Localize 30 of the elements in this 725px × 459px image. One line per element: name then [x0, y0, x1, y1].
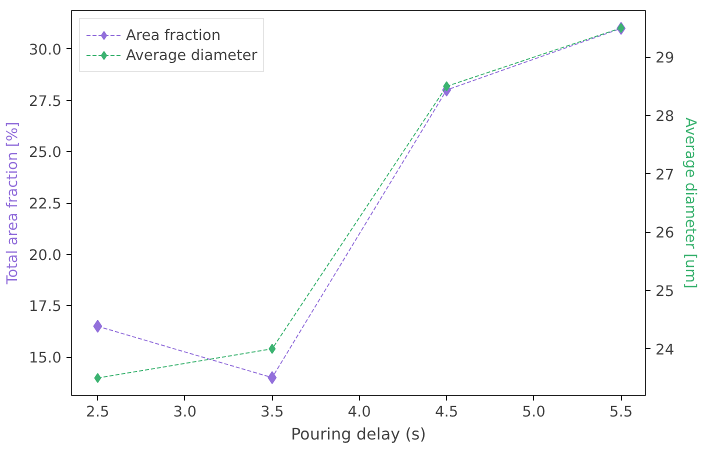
- y2-tick-label: 24: [656, 341, 674, 358]
- point: [268, 344, 276, 354]
- y-tick-label: 20.0: [28, 246, 62, 264]
- y-tick-label: 27.5: [28, 92, 62, 110]
- y-tick-label: 22.5: [28, 196, 62, 212]
- x-tick-label: 3.5: [260, 404, 284, 420]
- x-tick-label: 2.5: [86, 404, 110, 420]
- y2-tick-label: 29: [656, 50, 674, 67]
- x-tick-label: 3.0: [173, 404, 197, 420]
- y2-tick-label: 25: [656, 283, 674, 300]
- x-tick-label: 5.0: [522, 404, 546, 420]
- legend-label: Area fraction: [126, 26, 221, 44]
- y2-tick-label: 28: [656, 108, 674, 125]
- y2-tick-label: 27: [656, 166, 674, 184]
- y-tick-label: 15.0: [28, 350, 62, 367]
- x-axis-title: Pouring delay (s): [290, 424, 426, 444]
- x-tick-label: 5.5: [609, 404, 633, 420]
- y-tick-label: 25.0: [28, 144, 62, 162]
- x-tick-label: 4.0: [348, 404, 372, 420]
- point: [93, 320, 102, 333]
- legend-label: Average diameter: [126, 46, 258, 64]
- y2-tick-label: 26: [656, 224, 674, 242]
- point: [268, 371, 277, 384]
- x-tick-label: 4.5: [434, 404, 458, 420]
- y2-axis-title: Average diameter [um]: [682, 118, 700, 288]
- y-axis-title: Total area fraction [%]: [4, 122, 21, 286]
- point: [443, 81, 450, 92]
- y-tick-label: 17.5: [28, 298, 62, 316]
- y-tick-label: 30.0: [28, 41, 62, 58]
- point: [94, 373, 102, 383]
